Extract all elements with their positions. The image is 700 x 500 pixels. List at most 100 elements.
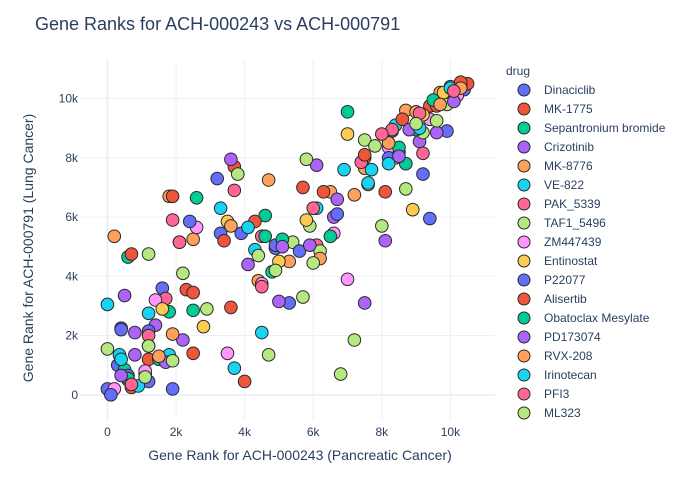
- data-point: [340, 127, 355, 141]
- data-point: [254, 325, 269, 340]
- legend-label: Sepantronium bromide: [544, 121, 666, 135]
- legend-marker: [517, 178, 531, 192]
- data-point: [104, 388, 118, 402]
- data-point: [306, 256, 321, 270]
- data-point: [128, 325, 142, 340]
- legend-item: Sepantronium bromide: [517, 121, 666, 135]
- data-point: [141, 306, 156, 321]
- data-point: [275, 239, 290, 254]
- data-point: [299, 213, 314, 227]
- data-point: [299, 152, 314, 167]
- data-point: [165, 327, 180, 341]
- data-point: [296, 290, 310, 304]
- legend-item: MK-1775: [517, 102, 593, 116]
- legend-marker: [517, 216, 531, 230]
- series-pd173074: [114, 94, 461, 383]
- data-point: [381, 156, 396, 171]
- x-tick-label: 0: [104, 425, 111, 439]
- data-point: [416, 146, 430, 161]
- legend-marker: [517, 102, 531, 116]
- y-axis-title: Gene Rank for ACH-000791 (Lung Cancer): [20, 114, 36, 382]
- data-point: [189, 190, 204, 205]
- x-tick-label: 4k: [238, 425, 252, 439]
- y-tick-label: 8k: [65, 151, 79, 165]
- legend-label: Alisertib: [544, 292, 587, 306]
- data-point: [340, 105, 355, 119]
- data-point: [258, 208, 273, 223]
- data-point: [186, 346, 200, 361]
- legend-label: PD173074: [544, 330, 601, 344]
- y-tick-label: 10k: [59, 92, 79, 106]
- data-point: [196, 319, 211, 334]
- data-point: [261, 173, 276, 187]
- legend-label: Entinostat: [544, 254, 598, 268]
- legend-item: ZM447439: [517, 235, 602, 249]
- legend-label: ML323: [544, 406, 581, 420]
- legend-marker: [517, 311, 531, 325]
- legend-item: Obatoclax Mesylate: [517, 311, 650, 325]
- data-point: [176, 333, 190, 347]
- data-point: [128, 348, 142, 362]
- data-point: [237, 374, 252, 389]
- data-point: [155, 302, 170, 316]
- data-point: [227, 183, 242, 198]
- y-tick-label: 0: [71, 388, 78, 402]
- data-point: [186, 285, 200, 300]
- legend-item: PFI3: [517, 387, 570, 401]
- legend-marker: [517, 292, 531, 306]
- data-point: [152, 349, 166, 364]
- legend-items: Dinaciclib MK-1775 Sepantronium bromide Cri…: [517, 83, 666, 420]
- legend-label: RVX-208: [544, 349, 593, 363]
- data-point: [165, 189, 180, 204]
- data-point: [292, 244, 307, 258]
- data-point: [241, 257, 255, 272]
- legend-marker: [517, 121, 531, 135]
- data-point: [378, 233, 393, 248]
- data-point: [395, 112, 410, 127]
- legend-item: PAK_5339: [517, 197, 601, 211]
- data-point: [182, 214, 197, 229]
- data-point: [368, 139, 382, 153]
- data-point: [220, 346, 235, 361]
- x-tick-label: 2k: [170, 425, 184, 439]
- legend-label: VE-822: [544, 178, 584, 192]
- data-point: [124, 247, 139, 261]
- data-point: [361, 176, 375, 190]
- data-point: [381, 136, 396, 150]
- data-point: [340, 272, 355, 287]
- data-point: [302, 238, 317, 252]
- data-point: [224, 219, 238, 233]
- data-point: [375, 127, 389, 141]
- legend-item: Irinotecan: [517, 368, 597, 382]
- data-point: [272, 294, 286, 309]
- data-point: [114, 352, 128, 367]
- data-point: [268, 263, 283, 278]
- legend-item: Crizotinib: [517, 140, 594, 154]
- legend-marker: [517, 273, 531, 287]
- legend-marker: [517, 159, 531, 173]
- legend-marker: [517, 235, 531, 249]
- legend-label: Dinaciclib: [544, 83, 596, 97]
- data-point: [186, 303, 200, 318]
- data-point: [241, 220, 255, 235]
- legend-label: ZM447439: [544, 235, 602, 249]
- legend-item: TAF1_5496: [517, 216, 606, 230]
- data-point: [447, 84, 461, 98]
- chart-title: Gene Ranks for ACH-000243 vs ACH-000791: [35, 14, 400, 34]
- legend: drug Dinaciclib MK-1775 Sepantronium bromi…: [506, 64, 666, 420]
- data-point: [357, 148, 372, 162]
- legend-marker: [517, 387, 531, 401]
- legend-label: Irinotecan: [544, 368, 597, 382]
- x-axis-title: Gene Rank for ACH-000243 (Pancreatic Can…: [148, 447, 451, 463]
- series-rvx-208: [152, 81, 468, 364]
- data-point: [364, 162, 379, 177]
- data-point: [165, 382, 180, 396]
- legend-item: PD173074: [517, 330, 601, 344]
- legend-title: drug: [506, 64, 530, 78]
- data-point: [100, 342, 115, 356]
- data-point: [254, 279, 269, 294]
- data-point: [165, 213, 180, 227]
- x-tick-label: 10k: [441, 425, 461, 439]
- data-point: [433, 97, 447, 112]
